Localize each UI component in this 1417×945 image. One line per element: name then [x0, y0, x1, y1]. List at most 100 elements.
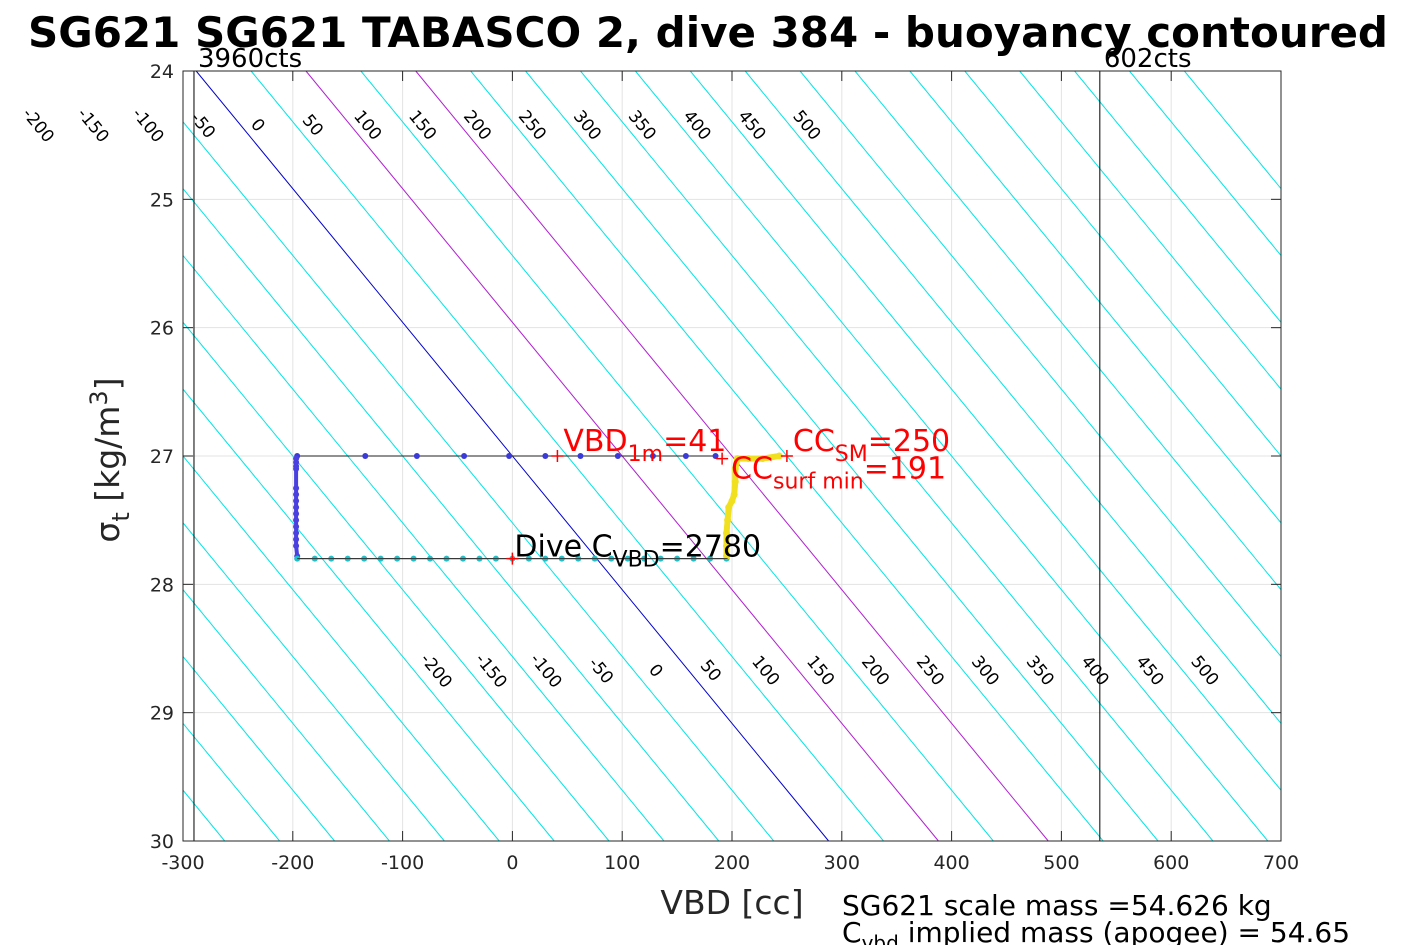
contour-line	[1129, 71, 1281, 257]
marker-sub: VBD	[613, 548, 660, 573]
series-dive-top-point	[542, 453, 549, 459]
x-tick-label: 200	[714, 852, 750, 874]
series-dive-left-point	[293, 485, 300, 492]
contour-line	[1019, 71, 1281, 390]
series-dive-top-point	[413, 453, 420, 459]
contour-line	[183, 655, 335, 841]
series-climb-point	[731, 478, 739, 486]
series-climb-point	[723, 529, 731, 537]
contour-line	[415, 71, 1049, 841]
y-label-sub: t	[107, 512, 135, 521]
marker-cross	[506, 552, 519, 565]
marker-cross	[551, 450, 564, 462]
marker-name: Dive C	[514, 530, 612, 565]
contour-line	[964, 71, 1281, 457]
marker-label: VBD1m=41	[563, 424, 726, 467]
y-label-main: σ	[88, 522, 127, 543]
y-tick-label: 27	[150, 446, 174, 468]
contour-line	[183, 455, 500, 841]
y-label-sup: 3	[85, 390, 113, 405]
marker-sub: surf min	[773, 470, 864, 495]
contour-line	[909, 71, 1281, 524]
y-tick-label: 30	[150, 831, 174, 853]
contour-line	[525, 71, 1159, 841]
contour-line	[183, 588, 390, 841]
series-dive-top-point	[461, 453, 468, 459]
marker-value: =2780	[660, 530, 761, 565]
footer-implied-text: implied mass (apogee) = 54.65	[899, 916, 1350, 945]
series-dive-top-point	[614, 453, 621, 459]
y-tick-label: 29	[150, 703, 174, 725]
marker-label: Dive CVBD=2780	[514, 530, 761, 573]
series-climb-point	[733, 455, 741, 463]
contour-line	[854, 71, 1281, 591]
series-dive-top-point	[682, 453, 689, 459]
chart-title: SG621 SG621 TABASCO 2, dive 384 - buoyan…	[28, 8, 1388, 57]
y-axis-label: σt [kg/m3]	[85, 377, 135, 542]
marker-name: CC	[731, 452, 773, 487]
series-climb-point	[775, 452, 783, 460]
contour-label-top: -200	[18, 104, 58, 147]
y-tick-label: 24	[150, 61, 174, 83]
series-dive-left-point	[293, 497, 300, 504]
x-tick-label: 0	[506, 852, 518, 874]
series-climb-point	[730, 491, 738, 498]
series-climb-point	[724, 516, 732, 524]
footer-vbd-sub: vbd	[862, 931, 899, 945]
series-dive-top-point	[506, 453, 513, 459]
series-dive-left-point	[293, 523, 300, 530]
marker-label: CCSM=250	[793, 424, 950, 467]
marker-name: CC	[793, 424, 835, 459]
series-dive-left-point	[293, 542, 300, 549]
contour-line	[1074, 71, 1281, 324]
y-tick-label: 26	[150, 318, 174, 340]
marker-name: VBD	[563, 424, 627, 459]
x-tick-label: 300	[824, 852, 860, 874]
y-tick-label: 28	[150, 574, 174, 596]
contour-label-top: -150	[73, 104, 113, 147]
footer-implied-mass: Cvbd implied mass (apogee) = 54.65	[842, 916, 1350, 945]
contour-line	[634, 71, 1269, 841]
x-tick-label: 500	[1043, 852, 1079, 874]
limit-label: 602cts	[1104, 44, 1192, 74]
marker-sub: 1m	[628, 442, 663, 467]
series-climb-point	[759, 455, 767, 463]
series-dive-left-point	[293, 536, 300, 543]
series-dive-left-point	[293, 491, 300, 498]
marker-label: CCsurf min=191	[731, 452, 946, 495]
x-tick-label: 400	[933, 852, 969, 874]
marker-value: =41	[663, 424, 726, 459]
series-climb-point	[728, 497, 736, 505]
contour-line	[580, 71, 1214, 841]
contour-line	[0, 71, 170, 841]
y-label-unit: [kg/m	[88, 406, 127, 513]
marker-value: =191	[864, 452, 946, 487]
y-label-close: ]	[88, 377, 127, 390]
series-dive-left-point	[293, 530, 300, 536]
contour-line	[689, 71, 1281, 791]
x-tick-label: 700	[1263, 852, 1299, 874]
contour-label-top: -250	[0, 104, 3, 147]
series-dive-top-point	[362, 453, 369, 459]
series-dive-top-point	[577, 453, 584, 459]
series-climb-point	[723, 542, 731, 550]
series-dive-top-point	[712, 453, 719, 459]
contour-line	[799, 71, 1281, 658]
series-climb-point	[723, 552, 731, 560]
x-axis-label: VBD [cc]	[660, 883, 803, 922]
marker-cross	[716, 452, 729, 465]
x-tick-label: -200	[271, 852, 314, 874]
series-dive-left-point	[293, 517, 300, 524]
marker-sub: SM	[835, 442, 868, 467]
marker-value: =250	[868, 424, 950, 459]
contour-line	[183, 522, 445, 841]
series-climb-point	[731, 465, 739, 473]
contour-label-top: -100	[128, 104, 168, 147]
footer-scale-mass: SG621 scale mass =54.626 kg	[842, 889, 1272, 922]
x-tick-label: 600	[1153, 852, 1189, 874]
marker-cross	[780, 450, 793, 462]
limit-label: 3960cts	[198, 44, 302, 74]
series-climb-point	[744, 455, 752, 463]
